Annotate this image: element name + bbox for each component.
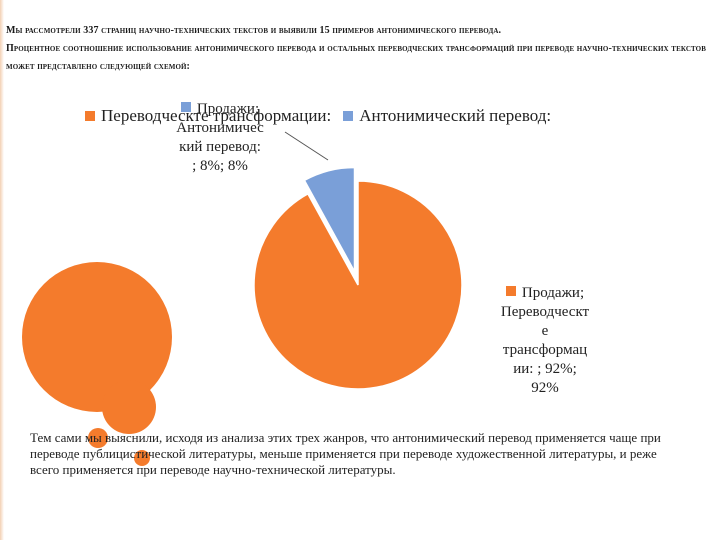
- legend-swatch-blue: [343, 111, 354, 121]
- pie-slice-antonymic: [303, 166, 356, 272]
- chart-legend: Переводческте трансформации: Антонимичес…: [85, 104, 563, 128]
- data-label-small-line-2: Антонимичес: [176, 120, 264, 136]
- data-label-big-line-2: Переводческт: [500, 304, 590, 320]
- slide-heading: Мы рассмотрели 337 страниц научно-технич…: [6, 22, 712, 76]
- decor-circle-small: [88, 428, 108, 448]
- data-label-antonymic: Продажи; Антонимичес кий перевод: ; 8%; …: [155, 100, 285, 176]
- data-label-big-line-6: 92%: [531, 380, 559, 396]
- leader-line: [284, 131, 329, 161]
- pie-slice-transformations: [253, 180, 463, 390]
- decor-circle-medium: [102, 380, 156, 434]
- heading-line-1: Мы рассмотрели 337 страниц научно-технич…: [6, 25, 502, 36]
- data-label-small-line-3: кий перевод:: [179, 139, 261, 155]
- data-label-big-line-4: трансформац: [502, 342, 588, 358]
- data-label-big-line-5: ии: ; 92%;: [513, 361, 577, 377]
- data-label-big-line-1: Продажи;: [521, 285, 585, 301]
- heading-line-2: Процентное соотношение использование ант…: [6, 43, 706, 72]
- data-label-big-line-3: е: [541, 323, 549, 339]
- legend-entry-transformations: Переводческте трансформации:: [85, 106, 331, 126]
- data-label-transformations: Продажи; Переводческт е трансформац ии: …: [470, 284, 620, 398]
- data-label-marker-blue: [180, 102, 191, 112]
- legend-label-antonymic: Антонимический перевод:: [359, 106, 552, 125]
- conclusion-text: Тем сами мы выяснили, исходя из анализа …: [30, 430, 661, 477]
- slide-border: [0, 0, 4, 540]
- decor-circle-tiny: [134, 450, 150, 466]
- legend-label-transformations: Переводческте трансформации:: [101, 106, 332, 125]
- data-label-small-line-1: Продажи;: [196, 101, 260, 117]
- data-label-marker-orange: [505, 286, 516, 296]
- data-label-small-line-4: ; 8%; 8%: [192, 158, 248, 174]
- legend-entry-antonymic: Антонимический перевод:: [343, 106, 551, 126]
- legend-swatch-orange: [85, 111, 95, 121]
